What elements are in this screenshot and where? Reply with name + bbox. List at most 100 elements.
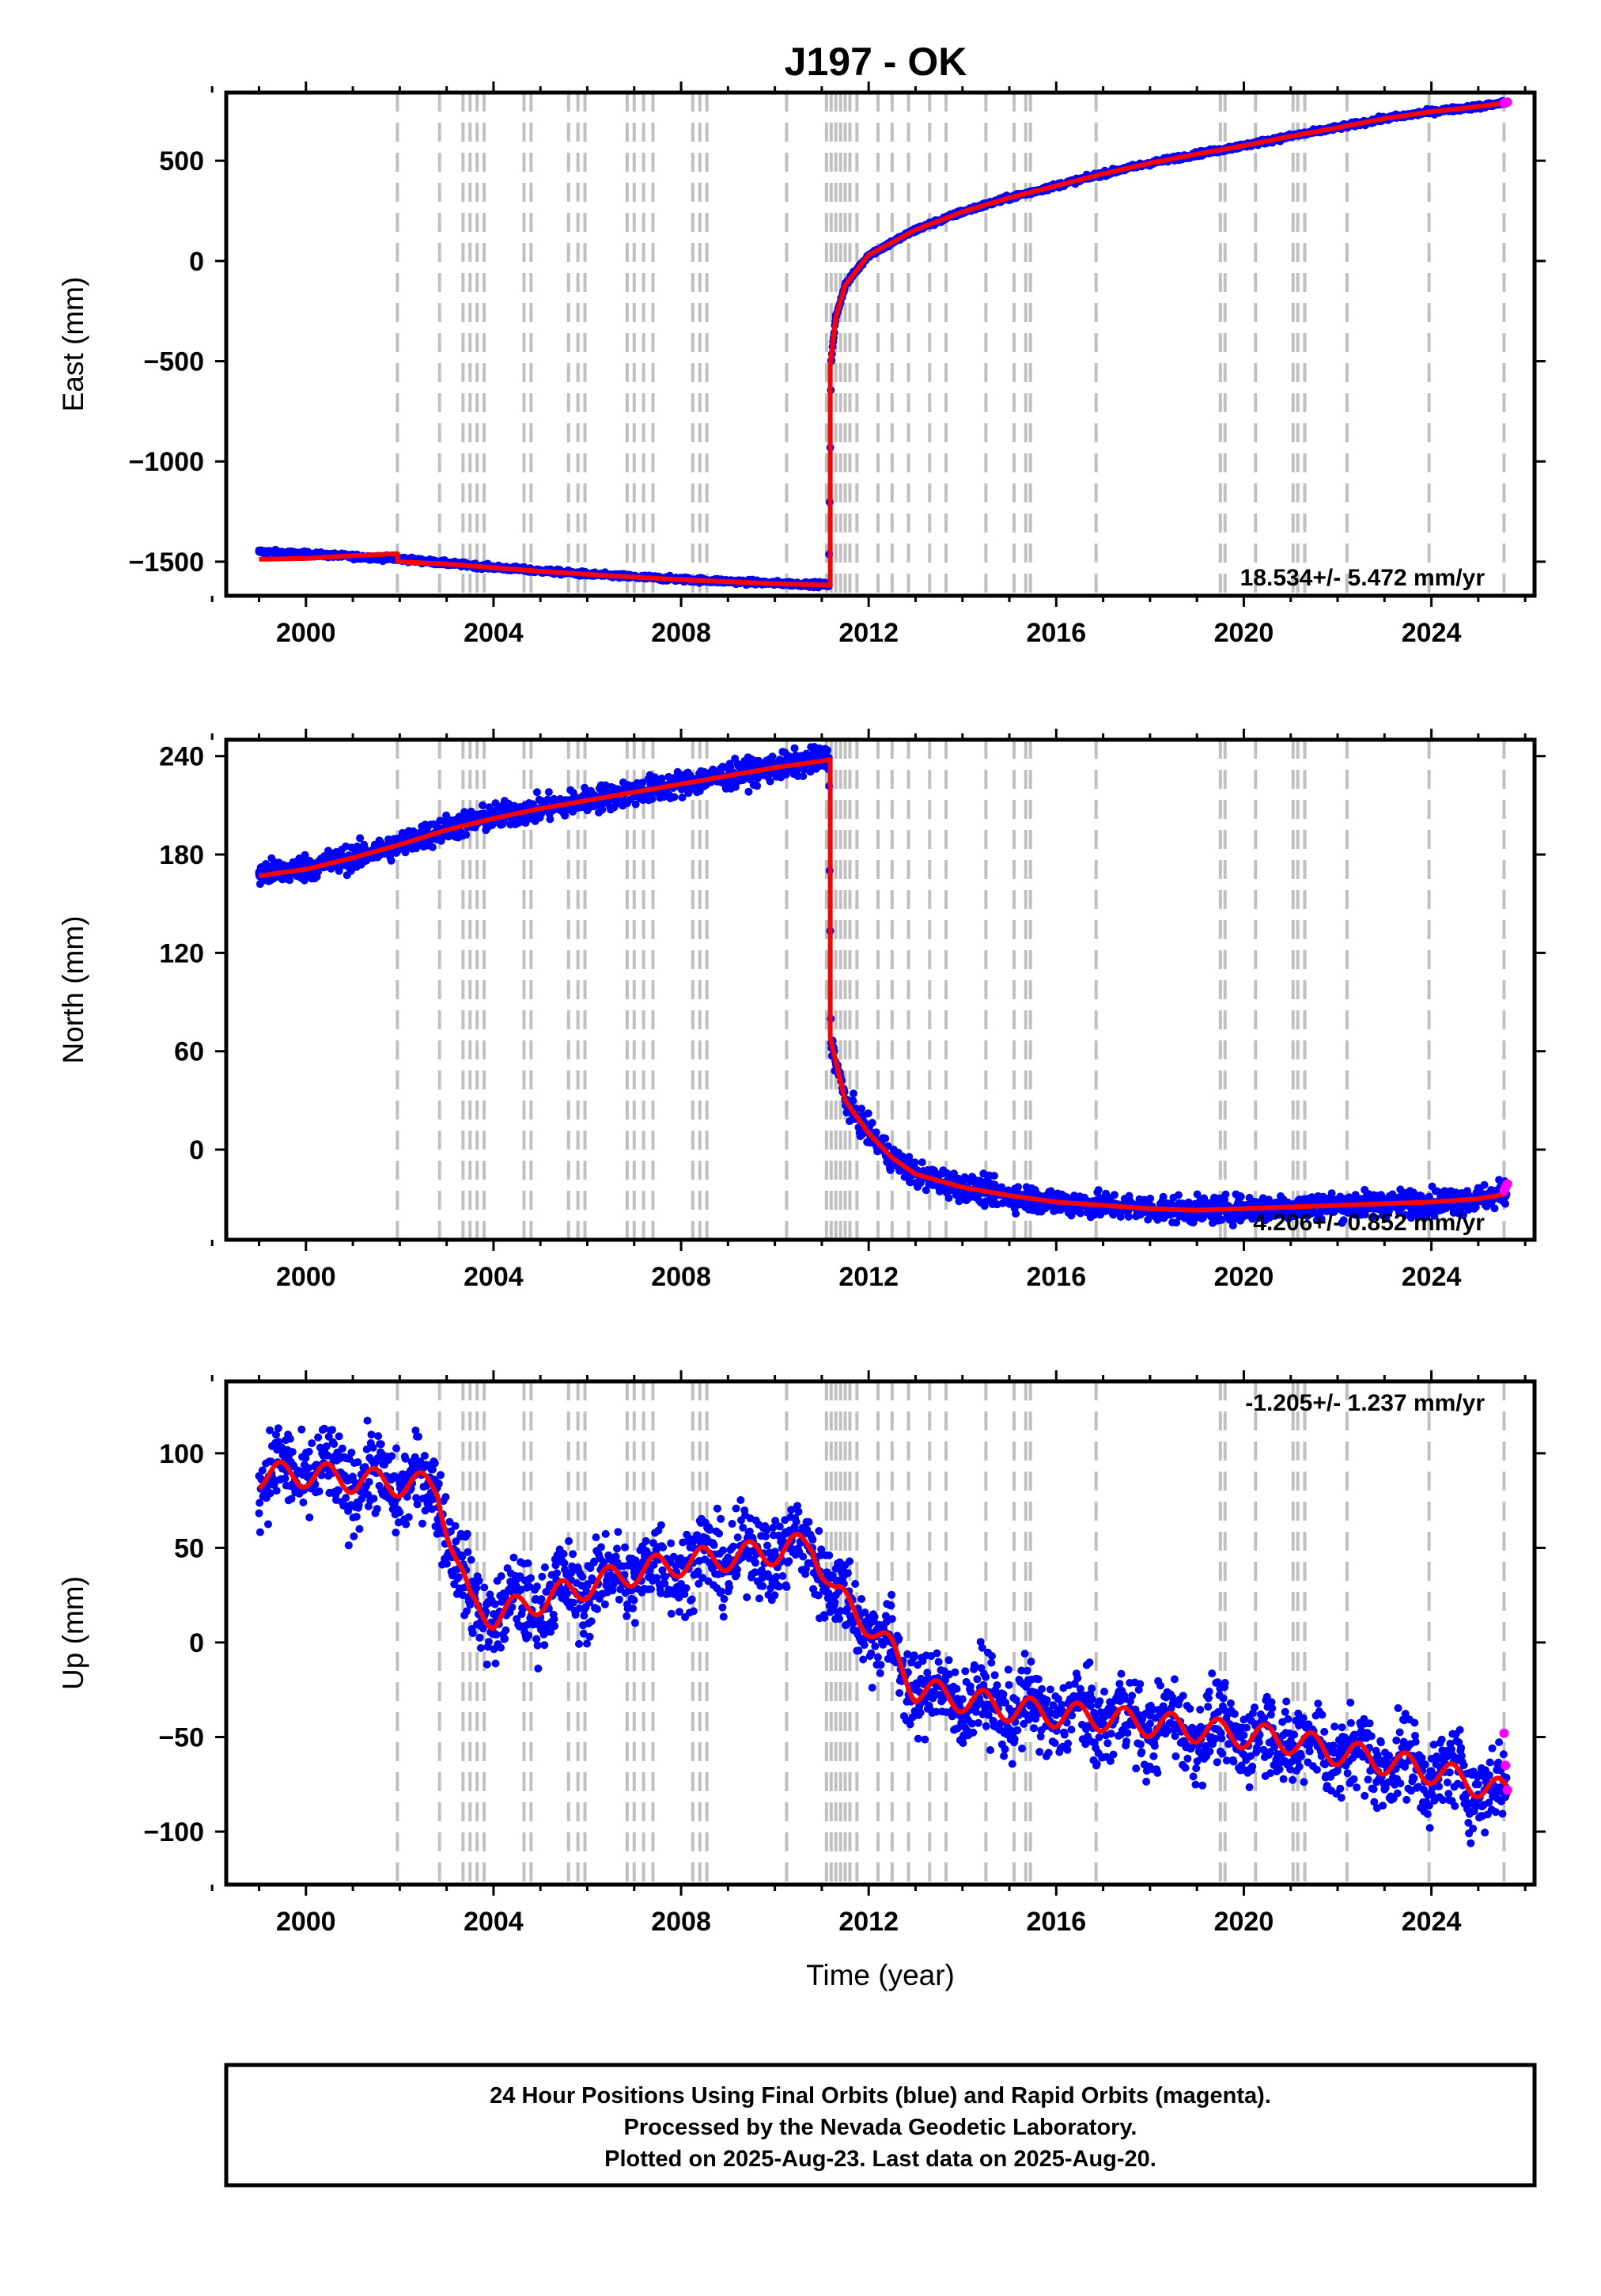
final-orbit-point bbox=[1471, 1203, 1480, 1211]
plot-area bbox=[255, 743, 1512, 1229]
rapid-orbit-point bbox=[1502, 97, 1512, 108]
final-orbit-point bbox=[1236, 1192, 1245, 1201]
final-orbit-point bbox=[569, 807, 577, 816]
final-orbit-point bbox=[546, 815, 554, 824]
chart-panel-3: 2000 2004 2008 2012 2016 2020 2024−100−5005010… bbox=[57, 1370, 1546, 1991]
final-orbit-point bbox=[401, 848, 410, 857]
final-orbit-point bbox=[521, 819, 530, 828]
final-orbit-point bbox=[1094, 1186, 1103, 1195]
final-orbit-point bbox=[1501, 1199, 1509, 1208]
y-tick-label: 180 bbox=[159, 840, 204, 870]
final-orbit-point bbox=[462, 831, 471, 839]
final-orbit-point bbox=[868, 1119, 876, 1127]
final-orbit-point bbox=[365, 1478, 373, 1487]
final-orbit-point bbox=[428, 843, 437, 851]
model-line bbox=[259, 756, 1507, 1213]
final-orbit-point bbox=[532, 788, 541, 797]
final-orbit-point bbox=[944, 1194, 953, 1203]
x-tick-label: 2024 bbox=[1402, 618, 1462, 648]
final-orbit-point bbox=[356, 834, 365, 843]
final-orbit-point bbox=[1172, 1218, 1181, 1227]
final-orbit-point bbox=[347, 1449, 356, 1457]
final-orbit-point bbox=[670, 793, 679, 801]
final-orbit-point bbox=[267, 1457, 275, 1466]
final-orbit-point bbox=[1396, 1185, 1405, 1194]
x-tick-label: 2020 bbox=[1214, 618, 1274, 648]
final-orbit-point bbox=[255, 1528, 264, 1536]
final-orbit-point bbox=[918, 1158, 926, 1167]
final-orbit-point bbox=[1417, 1192, 1425, 1200]
final-orbit-point bbox=[799, 772, 808, 780]
final-orbit-point bbox=[1184, 1198, 1193, 1207]
final-orbit-point bbox=[823, 746, 831, 755]
y-tick-label: 0 bbox=[189, 247, 204, 277]
final-orbit-point bbox=[1146, 1194, 1155, 1203]
final-orbit-point bbox=[363, 1416, 372, 1425]
final-orbit-point bbox=[1317, 1214, 1326, 1223]
final-orbit-point bbox=[793, 766, 801, 775]
y-tick-label: −1000 bbox=[129, 447, 205, 477]
final-orbit-point bbox=[1339, 1216, 1348, 1225]
chart-panels: 2000 2004 2008 2012 2016 2020 2024−1500−1000−5… bbox=[57, 81, 1546, 1991]
final-orbit-point bbox=[266, 1426, 274, 1434]
final-orbit-point bbox=[960, 1173, 969, 1181]
final-orbit-point bbox=[744, 787, 753, 796]
plot-area bbox=[255, 1416, 1512, 1847]
final-orbit-point bbox=[872, 1128, 880, 1137]
final-orbit-point bbox=[330, 1440, 339, 1449]
final-orbit-point bbox=[905, 1153, 914, 1161]
final-orbit-point bbox=[857, 1104, 866, 1113]
final-orbit-point bbox=[335, 1432, 343, 1441]
final-orbit-point bbox=[342, 1494, 350, 1502]
final-orbit-point bbox=[335, 866, 343, 875]
rate-label: 18.534+/- 5.472 mm/yr bbox=[1240, 565, 1486, 591]
x-axis: 2000 2004 2008 2012 2016 2020 2024 bbox=[210, 81, 1527, 648]
final-orbit-point bbox=[1076, 1209, 1084, 1218]
final-orbit-point bbox=[299, 1498, 308, 1506]
final-orbit-point bbox=[1490, 1204, 1499, 1213]
x-tick-label: 2004 bbox=[464, 618, 524, 648]
final-orbit-point bbox=[314, 1433, 323, 1442]
final-orbit-point bbox=[1228, 1222, 1237, 1229]
event-lines bbox=[396, 93, 1506, 596]
final-orbit-point bbox=[338, 1444, 346, 1453]
x-tick-label: 2012 bbox=[838, 618, 899, 648]
final-orbit-point bbox=[657, 775, 666, 782]
final-orbit-point bbox=[270, 1480, 278, 1487]
rapid-orbit-points bbox=[1499, 97, 1512, 108]
chart-panel-2: 2000 2004 2008 2012 2016 2020 2024060120180240… bbox=[57, 729, 1546, 1292]
rapid-orbit-points bbox=[1499, 1179, 1512, 1195]
x-tick-label: 2020 bbox=[1214, 1262, 1274, 1292]
final-orbit-point bbox=[354, 1500, 363, 1509]
final-orbit-point bbox=[906, 1178, 914, 1187]
x-tick-label: 2016 bbox=[1026, 618, 1086, 648]
final-orbit-point bbox=[1110, 1191, 1118, 1199]
final-orbit-point bbox=[322, 1442, 331, 1451]
final-orbit-point bbox=[922, 1186, 930, 1195]
x-tick-label: 2016 bbox=[1026, 1262, 1086, 1292]
final-orbit-point bbox=[274, 1424, 282, 1433]
y-tick-label: −500 bbox=[143, 347, 204, 377]
final-orbit-point bbox=[272, 1487, 281, 1495]
final-orbit-point bbox=[881, 1134, 890, 1142]
model-line bbox=[259, 100, 1507, 588]
final-orbit-point bbox=[334, 1486, 343, 1495]
final-orbit-point bbox=[850, 1089, 857, 1098]
final-orbit-point bbox=[1159, 1192, 1168, 1201]
final-orbit-point bbox=[324, 1451, 332, 1460]
x-tick-label: 2024 bbox=[1402, 1262, 1462, 1292]
final-orbit-point bbox=[1221, 1190, 1230, 1199]
x-tick-label: 2008 bbox=[651, 1262, 711, 1292]
final-orbit-point bbox=[301, 851, 309, 859]
final-orbit-point bbox=[1014, 1183, 1022, 1192]
y-tick-label: 120 bbox=[159, 938, 204, 968]
final-orbit-point bbox=[355, 1525, 364, 1533]
y-tick-label: 500 bbox=[159, 146, 204, 176]
rate-label: 4.206+/- 0.852 mm/yr bbox=[1253, 1210, 1485, 1236]
x-tick-label: 2000 bbox=[276, 1262, 336, 1292]
final-orbit-point bbox=[288, 1448, 297, 1457]
final-orbit-point bbox=[305, 1514, 314, 1521]
final-orbit-point bbox=[320, 1424, 328, 1433]
final-orbit-point bbox=[910, 1158, 919, 1167]
